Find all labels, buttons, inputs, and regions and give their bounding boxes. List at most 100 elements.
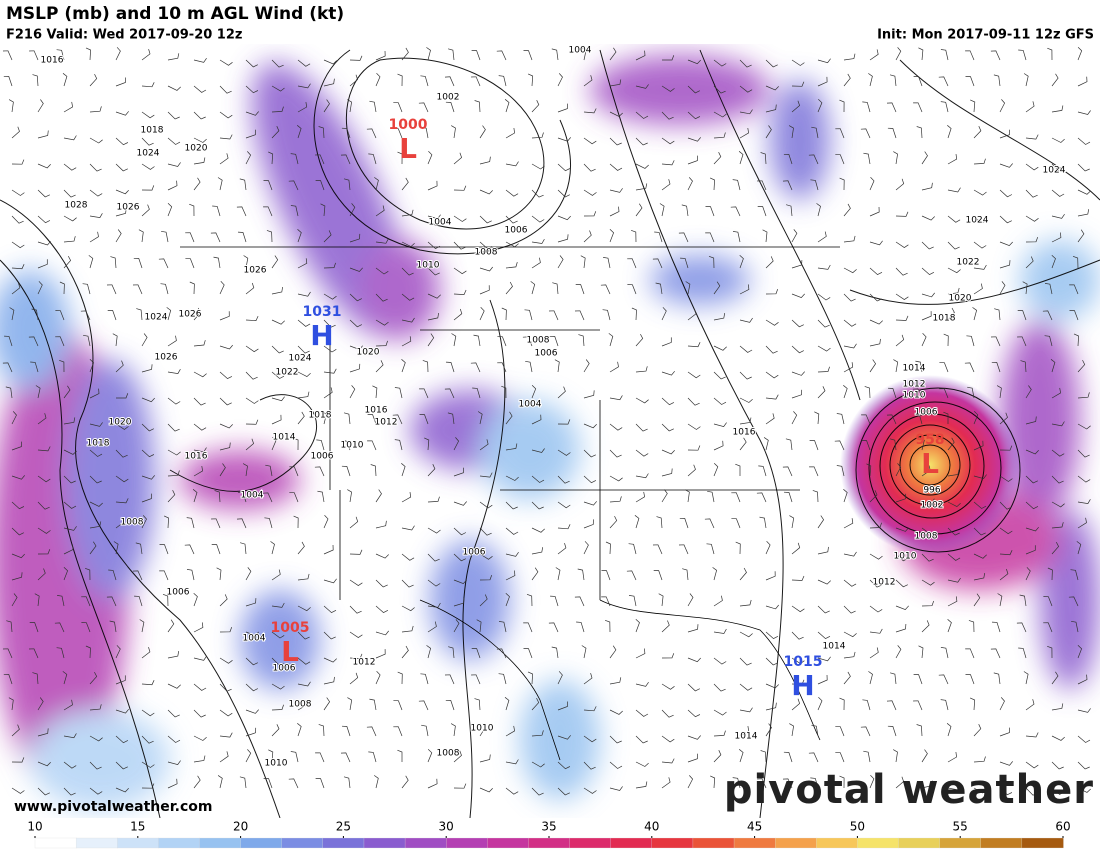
wind-barb bbox=[765, 371, 779, 379]
wind-barb bbox=[421, 126, 429, 139]
wind-barb bbox=[628, 595, 637, 607]
wind-barb bbox=[470, 362, 481, 373]
wind-barb bbox=[999, 697, 1005, 711]
wind-barb bbox=[401, 47, 409, 61]
wind-barb bbox=[531, 448, 545, 453]
wind-barb bbox=[661, 85, 675, 92]
wind-barb bbox=[973, 189, 987, 196]
wind-barb bbox=[427, 527, 441, 534]
wind-barb bbox=[947, 469, 960, 477]
wind-barb bbox=[765, 657, 778, 666]
wind-barb bbox=[63, 501, 77, 509]
wind-barb bbox=[89, 189, 103, 197]
wind-barb bbox=[445, 361, 455, 373]
wind-barb bbox=[893, 749, 898, 763]
wind-barb bbox=[895, 493, 907, 503]
wind-barb bbox=[349, 549, 363, 555]
isobar-label: 1004 bbox=[429, 218, 452, 228]
wind-barb bbox=[11, 475, 25, 480]
wind-barb bbox=[62, 73, 68, 87]
wind-barb bbox=[557, 701, 568, 711]
wind-barb bbox=[141, 515, 147, 529]
wind-barb bbox=[1025, 101, 1035, 113]
wind-barb bbox=[554, 359, 560, 373]
wind-barb bbox=[1025, 501, 1039, 510]
wind-barb bbox=[732, 179, 741, 191]
colorbar-bin bbox=[281, 837, 324, 849]
wind-barb bbox=[531, 385, 537, 399]
wind-barb bbox=[418, 700, 429, 711]
wind-barb bbox=[193, 340, 206, 347]
wind-barb bbox=[141, 680, 155, 686]
wind-barb bbox=[782, 466, 793, 477]
wind-barb bbox=[680, 257, 689, 269]
wind-barb bbox=[557, 787, 570, 796]
wind-barb bbox=[609, 423, 623, 431]
wind-barb bbox=[245, 282, 255, 295]
wind-barb bbox=[323, 657, 337, 663]
wind-barb bbox=[707, 490, 715, 503]
wind-barb bbox=[1047, 567, 1053, 581]
wind-barb bbox=[211, 518, 221, 529]
wind-barb bbox=[505, 725, 515, 737]
wind-barb bbox=[349, 293, 362, 302]
wind-barb bbox=[115, 360, 124, 373]
wind-barb bbox=[217, 775, 223, 789]
wind-barb bbox=[583, 519, 594, 529]
wind-barb bbox=[37, 281, 43, 295]
wind-barb bbox=[817, 264, 831, 270]
wind-barb bbox=[661, 423, 674, 432]
wind-barb bbox=[1051, 73, 1059, 87]
wind-barb bbox=[739, 726, 750, 737]
wind-barb bbox=[782, 180, 793, 191]
wind-barb bbox=[89, 735, 103, 742]
wind-barb bbox=[635, 648, 646, 659]
wind-barb bbox=[895, 293, 909, 301]
wind-barb bbox=[990, 50, 1001, 61]
wind-barb bbox=[817, 76, 828, 87]
wind-barb bbox=[167, 111, 180, 120]
wind-barb bbox=[687, 657, 701, 663]
wind-barb bbox=[817, 386, 826, 399]
wind-barb bbox=[895, 241, 909, 249]
wind-barb bbox=[679, 517, 689, 529]
wind-barb bbox=[739, 567, 747, 581]
wind-barb bbox=[609, 735, 622, 744]
wind-barb bbox=[921, 553, 934, 562]
wind-barb bbox=[609, 677, 622, 685]
wind-barb bbox=[141, 137, 154, 146]
colorbar-label: 10 bbox=[27, 820, 42, 834]
wind-barb bbox=[453, 241, 466, 250]
wind-barb bbox=[237, 231, 247, 243]
wind-barb bbox=[765, 345, 778, 354]
wind-barb bbox=[397, 671, 403, 685]
wind-barb bbox=[681, 204, 689, 217]
wind-barb bbox=[921, 600, 935, 607]
wind-barb bbox=[527, 671, 533, 685]
wind-barb bbox=[451, 125, 456, 139]
wind-barb bbox=[662, 55, 675, 61]
wind-barb bbox=[921, 292, 935, 298]
wind-barb bbox=[141, 364, 153, 373]
wind-barb bbox=[765, 394, 779, 400]
wind-barb bbox=[531, 189, 544, 198]
isobar-label: 1016 bbox=[365, 406, 388, 416]
wind-barb bbox=[713, 730, 726, 737]
wind-barb bbox=[401, 625, 414, 633]
wind-barb bbox=[89, 422, 103, 427]
colorbar-label: 45 bbox=[747, 820, 762, 834]
wind-barb bbox=[889, 438, 897, 451]
wind-barb bbox=[445, 699, 455, 711]
wind-barb bbox=[635, 491, 645, 503]
wind-barb bbox=[522, 336, 533, 347]
wind-barb bbox=[531, 257, 541, 269]
wind-barb bbox=[661, 179, 671, 191]
wind-barb bbox=[271, 414, 282, 425]
wind-barb bbox=[947, 577, 961, 583]
wind-barb bbox=[730, 206, 741, 217]
wind-barb bbox=[444, 76, 455, 87]
wind-barb bbox=[661, 758, 675, 764]
wind-barb bbox=[947, 215, 961, 223]
wind-barb bbox=[1025, 787, 1038, 796]
wind-barb bbox=[1077, 423, 1091, 430]
